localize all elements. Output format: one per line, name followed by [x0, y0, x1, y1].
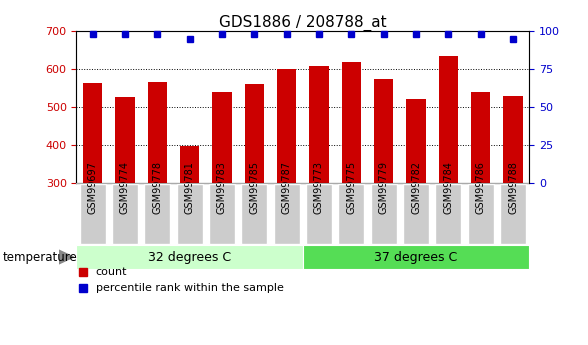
Text: GSM99783: GSM99783 — [217, 161, 227, 214]
Text: 37 degrees C: 37 degrees C — [375, 250, 457, 264]
Bar — [245, 84, 264, 183]
Bar — [503, 96, 523, 183]
Bar — [79, 184, 106, 244]
Bar — [242, 184, 268, 244]
Bar — [76, 245, 303, 269]
Text: GSM99788: GSM99788 — [508, 161, 518, 214]
Bar — [435, 184, 462, 244]
Bar — [403, 184, 429, 244]
Bar — [212, 92, 232, 183]
Text: temperature: temperature — [3, 250, 78, 264]
Bar — [148, 82, 167, 183]
Bar — [306, 184, 332, 244]
Bar — [371, 184, 397, 244]
Bar — [277, 69, 296, 183]
Polygon shape — [59, 250, 74, 264]
Text: GSM99782: GSM99782 — [411, 161, 421, 214]
Bar — [439, 57, 458, 183]
Text: GSM99781: GSM99781 — [185, 161, 195, 214]
Bar — [83, 83, 102, 183]
Text: GSM99774: GSM99774 — [120, 161, 130, 214]
Text: GSM99775: GSM99775 — [346, 161, 356, 214]
Text: GSM99697: GSM99697 — [88, 161, 98, 214]
Text: GSM99784: GSM99784 — [443, 161, 453, 214]
Bar — [309, 66, 329, 183]
Bar — [177, 184, 202, 244]
Text: GSM99786: GSM99786 — [476, 161, 486, 214]
Bar — [500, 184, 526, 244]
Text: count: count — [96, 267, 128, 277]
Text: GSM99773: GSM99773 — [314, 161, 324, 214]
Bar — [406, 99, 426, 183]
Bar — [112, 184, 138, 244]
Bar — [339, 184, 365, 244]
Bar — [145, 184, 171, 244]
Bar — [303, 245, 529, 269]
Bar — [342, 62, 361, 183]
Text: GSM99787: GSM99787 — [282, 161, 292, 214]
Bar — [209, 184, 235, 244]
Title: GDS1886 / 208788_at: GDS1886 / 208788_at — [219, 15, 387, 31]
Text: GSM99778: GSM99778 — [152, 161, 162, 214]
Bar — [471, 92, 490, 183]
Bar — [180, 146, 199, 183]
Text: GSM99785: GSM99785 — [249, 161, 259, 214]
Bar — [273, 184, 299, 244]
Text: 32 degrees C: 32 degrees C — [148, 250, 231, 264]
Bar — [468, 184, 494, 244]
Text: GSM99779: GSM99779 — [379, 161, 389, 214]
Text: percentile rank within the sample: percentile rank within the sample — [96, 283, 284, 293]
Bar — [374, 79, 393, 183]
Bar — [115, 97, 135, 183]
